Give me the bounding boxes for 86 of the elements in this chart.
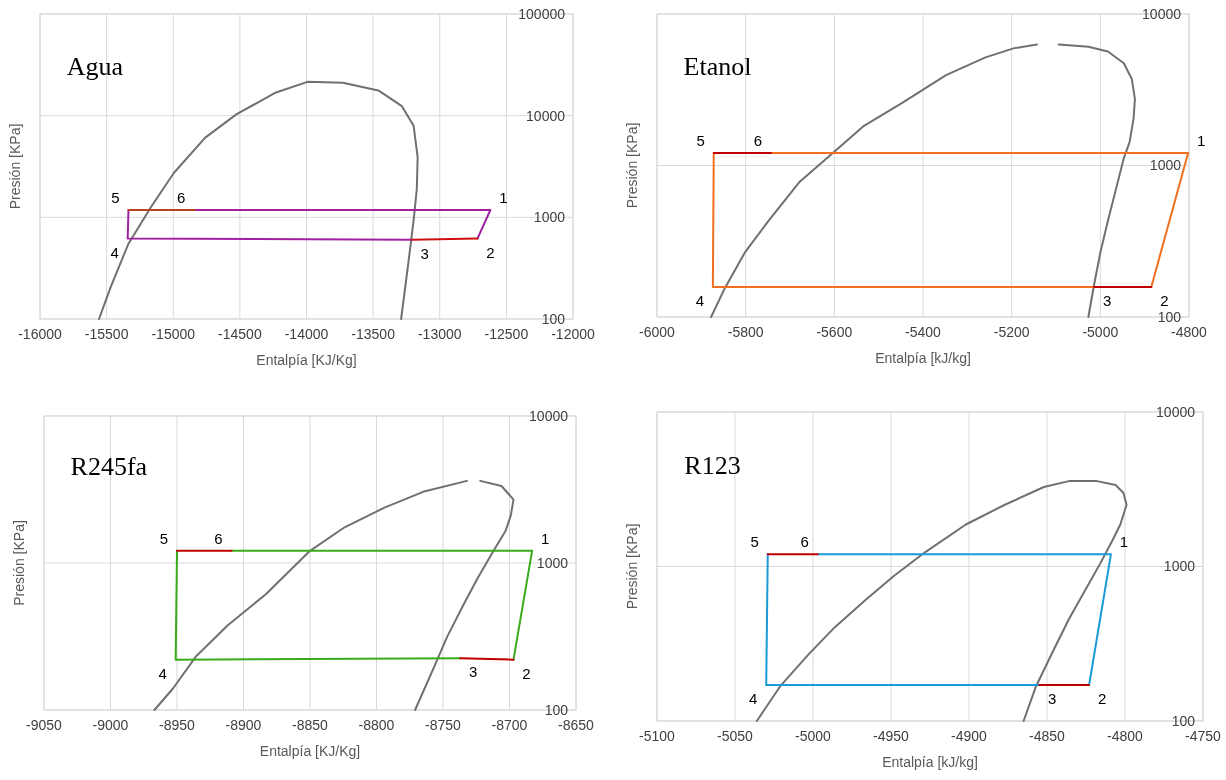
annotation: 1: [1119, 533, 1129, 551]
annotation: 2: [1097, 690, 1107, 708]
x-tick-label: -14000: [284, 326, 329, 342]
x-tick-label: -4800: [1171, 324, 1208, 340]
y-tick-label: 1000: [536, 554, 569, 571]
x-tick-label: -4750: [1185, 728, 1222, 744]
annotation: 4: [695, 292, 705, 310]
annotation: 6: [753, 132, 763, 150]
y-tick-label: 100: [544, 701, 569, 718]
x-tick-label: -4950: [873, 728, 910, 744]
y-tick-label: 10000: [526, 107, 566, 124]
y-tick-label: 100: [541, 310, 566, 327]
x-tick-label: -8750: [425, 717, 462, 733]
annotation: 2: [1160, 292, 1169, 310]
annotation: 1: [540, 530, 550, 548]
x-tick-label: -5000: [1082, 324, 1119, 340]
y-tick-label: 1000: [1149, 157, 1182, 174]
x-tick-label: -9000: [92, 717, 129, 733]
x-tick-label: -13500: [351, 326, 396, 342]
x-tick-label: -14500: [218, 326, 262, 342]
x-tick-label: -12000: [551, 326, 596, 342]
y-tick-label: 100000: [518, 5, 566, 22]
annotation: 1: [499, 189, 508, 207]
annotation: 5: [159, 530, 169, 548]
x-tick-label: -12500: [484, 326, 529, 342]
y-tick-label: 100: [1157, 308, 1182, 325]
annotation: 2: [522, 664, 531, 682]
x-tick-label: -8700: [491, 717, 528, 733]
x-tick-label: -8800: [358, 717, 395, 733]
x-tick-label: -15000: [151, 326, 196, 342]
x-tick-label: -6000: [639, 324, 676, 340]
line-series: [153, 479, 468, 711]
x-tick-label: -5400: [905, 324, 942, 340]
x-axis-title: Entalpía [KJ/Kg]: [259, 743, 361, 759]
annotation: 1: [1196, 132, 1206, 150]
x-tick-label: -9050: [26, 717, 63, 733]
x-axis-title: Entalpía [kJ/kg]: [882, 754, 978, 770]
annotation: 6: [177, 189, 186, 207]
x-tick-label: -5000: [795, 728, 832, 744]
annotation: 3: [1102, 292, 1112, 310]
x-tick-label: -5200: [993, 324, 1030, 340]
annotation: 3: [420, 244, 429, 262]
x-tick-label: -5800: [727, 324, 764, 340]
text: Etanol: [683, 51, 752, 81]
y-tick-label: 10000: [529, 407, 569, 424]
x-tick-label: -13000: [417, 326, 462, 342]
y-axis-title: Presión [KPa]: [11, 520, 27, 606]
x-tick-label: -15500: [84, 326, 129, 342]
line-series: [1057, 43, 1136, 318]
y-tick-label: 1000: [533, 209, 566, 226]
annotation: 5: [750, 533, 759, 551]
x-axis-title: Entalpía [kJ/kg]: [875, 350, 971, 366]
x-tick-label: -16000: [18, 326, 63, 342]
y-tick-label: 10000: [1156, 403, 1196, 420]
y-axis-title: Presión [KPa]: [624, 122, 640, 209]
x-tick-label: -8950: [159, 717, 196, 733]
x-tick-label: -5600: [816, 324, 853, 340]
annotation: 5: [111, 189, 120, 207]
annotation: 5: [696, 132, 705, 150]
text: R123: [684, 450, 741, 480]
annotation: 2: [486, 243, 495, 261]
y-tick-label: 1000: [1163, 558, 1196, 575]
y-tick-label: 100: [1171, 712, 1196, 729]
line-series: [414, 479, 515, 711]
x-tick-label: -4900: [951, 728, 988, 744]
text: Agua: [66, 52, 124, 81]
annotation: 6: [800, 533, 809, 551]
y-axis-title: Presión [KPa]: [624, 523, 640, 610]
x-tick-label: -5050: [717, 728, 754, 744]
line-series: [98, 80, 419, 320]
y-tick-label: 10000: [1142, 5, 1182, 22]
annotation: 3: [1048, 690, 1057, 708]
x-axis-title: Entalpía [KJ/Kg]: [256, 352, 357, 368]
x-tick-label: -5100: [639, 728, 676, 744]
annotation: 4: [158, 664, 167, 682]
annotation: 4: [749, 690, 758, 708]
text: R245fa: [70, 451, 148, 481]
x-tick-label: -8850: [292, 717, 329, 733]
x-tick-label: -4850: [1029, 728, 1066, 744]
x-tick-label: -8650: [558, 717, 595, 733]
annotation: 6: [214, 530, 223, 548]
annotation: 4: [110, 243, 119, 261]
x-tick-label: -4800: [1107, 728, 1144, 744]
x-tick-label: -8900: [225, 717, 262, 733]
y-axis-title: Presión [KPa]: [7, 123, 23, 210]
annotation: 3: [469, 663, 478, 681]
